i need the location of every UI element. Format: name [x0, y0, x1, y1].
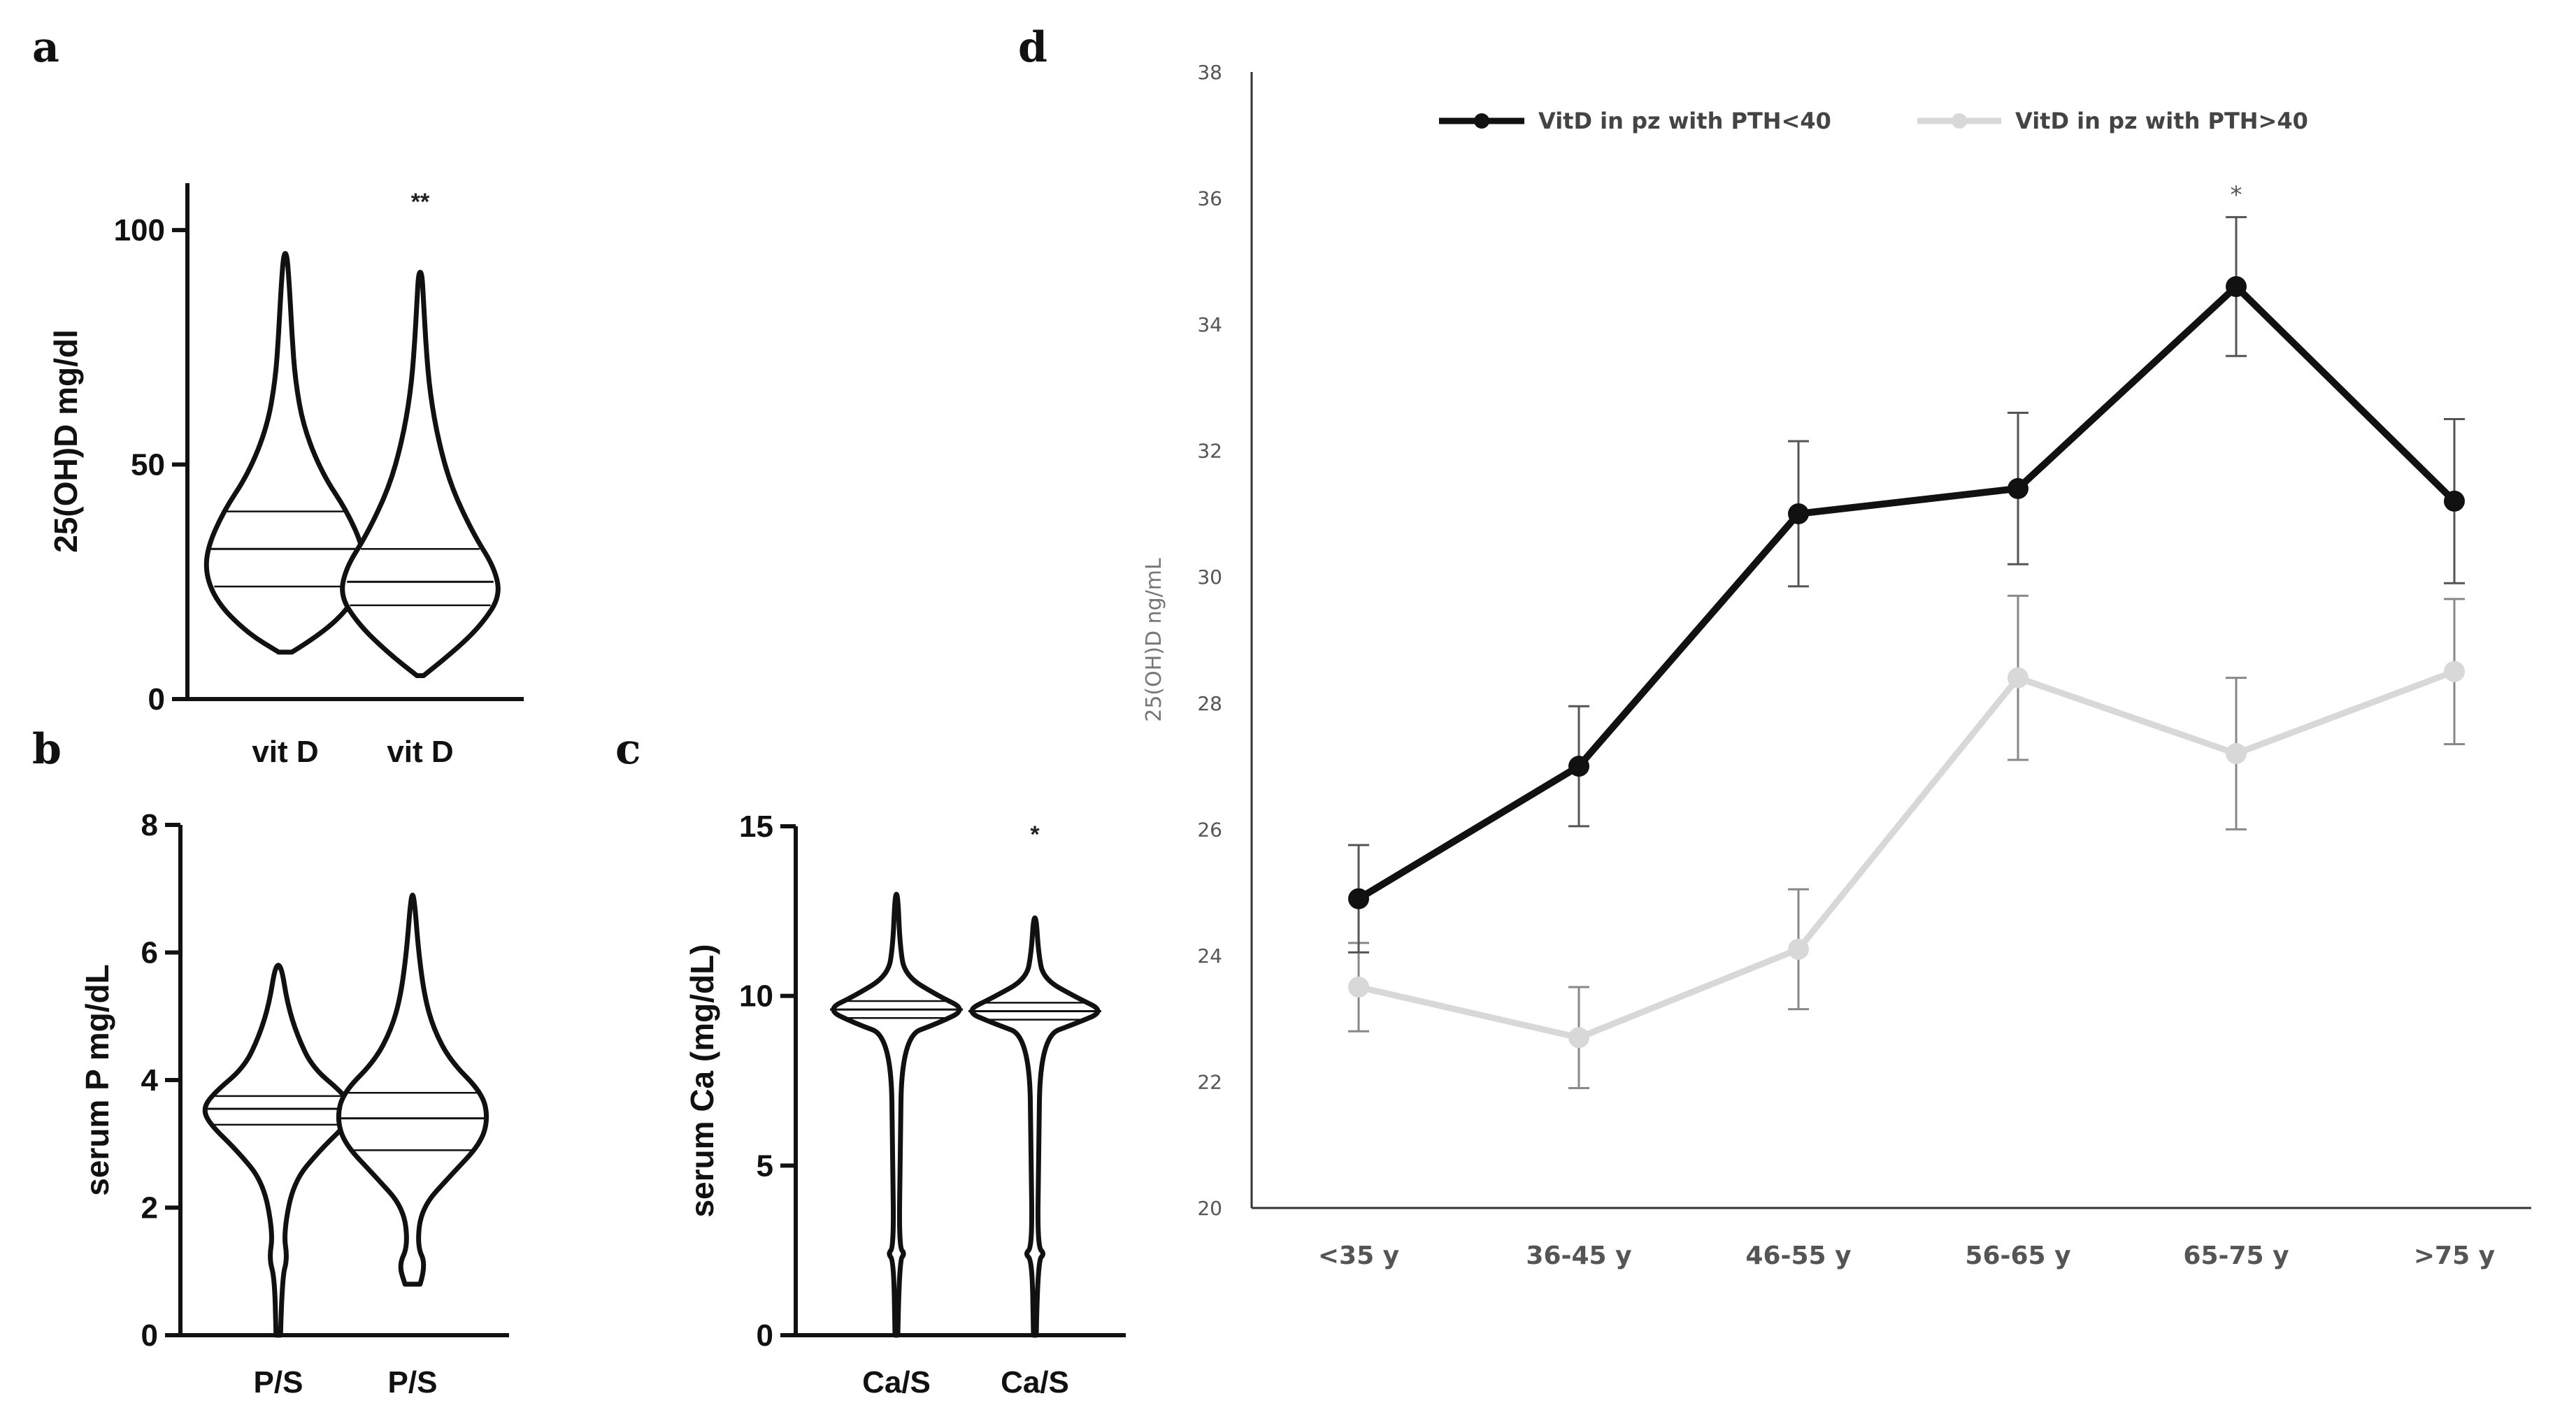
data-point-series-1 [2444, 490, 2465, 512]
panel-label-d: d [1018, 23, 1047, 72]
y-tick-label-d: 34 [1197, 313, 1222, 336]
y-tick-label-d: 32 [1197, 440, 1222, 463]
significance-marker-a: ** [411, 189, 430, 215]
y-tick-label-b: 8 [141, 808, 158, 842]
x-category-label-d: 46-55 y [1745, 1242, 1851, 1270]
significance-marker-d: * [2231, 181, 2242, 209]
legend-swatch-marker-2 [1952, 113, 1967, 129]
data-point-series-1 [1788, 503, 1809, 524]
x-category-label-d: 56-65 y [1965, 1242, 2070, 1270]
y-tick-label-b: 2 [141, 1191, 158, 1225]
legend-swatch-marker-1 [1474, 113, 1489, 129]
data-point-series-2 [1788, 938, 1809, 960]
y-tick-label-d: 20 [1197, 1197, 1222, 1220]
y-tick-label-d: 36 [1197, 187, 1222, 210]
panel-label-a: a [32, 23, 59, 72]
y-tick-label-c: 0 [757, 1318, 773, 1353]
series-line-1 [1357, 282, 2457, 902]
y-tick-label-d: 26 [1197, 818, 1222, 841]
panel-label-b: b [32, 725, 62, 774]
y-axis-title-d: 25(OH)D ng/mL [1142, 558, 1166, 722]
y-tick-label-d: 28 [1197, 692, 1222, 715]
data-point-series-2 [2008, 667, 2028, 689]
violin-a-2 [340, 270, 501, 678]
x-category-label-d: <35 y [1318, 1242, 1399, 1270]
x-category-label-a: vit D [387, 735, 453, 769]
violin-b-1 [202, 963, 355, 1338]
data-point-series-1 [1568, 756, 1589, 777]
panel-b-violin-plot: 0 2 4 6 8 serum P mg/dL P/S P/S [79, 808, 509, 1400]
y-tick-label-b: 0 [141, 1318, 158, 1353]
series-line-2 [1357, 668, 2456, 1041]
x-category-label-c: Ca/S [1001, 1365, 1069, 1400]
legend-label-1: VitD in pz with PTH<40 [1538, 108, 1831, 134]
violin-b-2 [336, 892, 489, 1287]
y-tick-label-c: 10 [739, 979, 773, 1014]
y-tick-label-d: 38 [1197, 61, 1222, 84]
panel-d-line-chart: 20 22 24 26 28 30 32 34 36 38 25(OH)D ng/mL <35 y 36… [1142, 61, 2531, 1270]
y-tick-label-c: 15 [739, 810, 773, 844]
x-category-label-d: >75 y [2414, 1242, 2495, 1270]
data-point-series-2 [1348, 977, 1369, 998]
y-tick-label-d: 24 [1197, 944, 1222, 968]
y-tick-label-c: 5 [757, 1149, 773, 1183]
data-point-series-1 [2226, 275, 2247, 297]
data-point-series-2 [2444, 661, 2465, 682]
violin-c-1 [831, 891, 962, 1338]
panel-label-c: c [615, 725, 641, 774]
violin-a-1 [203, 251, 367, 655]
y-tick-label-a: 0 [148, 682, 165, 717]
x-category-label-c: Ca/S [862, 1365, 931, 1400]
panel-c-violin-plot: 0 5 10 15 serum Ca (mg/dL) Ca/S Ca/S * [684, 810, 1126, 1400]
x-category-label-d: 65-75 y [2183, 1242, 2289, 1270]
y-tick-label-d: 30 [1197, 566, 1222, 589]
data-point-series-2 [1568, 1027, 1589, 1049]
x-category-label-d: 36-45 y [1526, 1242, 1631, 1270]
y-axis-title-c: serum Ca (mg/dL) [684, 944, 720, 1217]
y-tick-label-a: 50 [131, 448, 165, 482]
significance-marker-c: * [1030, 821, 1040, 848]
data-point-series-2 [2226, 743, 2247, 764]
violin-c-2 [969, 915, 1101, 1338]
x-category-label-b: P/S [254, 1365, 303, 1400]
x-category-label-a: vit D [252, 735, 318, 769]
y-tick-label-b: 4 [141, 1063, 159, 1098]
x-category-label-b: P/S [388, 1365, 438, 1400]
y-tick-label-b: 6 [141, 936, 158, 970]
data-point-series-1 [1348, 888, 1369, 909]
y-tick-label-d: 22 [1197, 1070, 1222, 1093]
legend-label-2: VitD in pz with PTH>40 [2015, 108, 2308, 134]
y-axis-title-a: 25(OH)D mg/dl [48, 329, 84, 552]
panel-a-violin-plot: 0 50 100 25(OH)D mg/dl vit D vit D ** [48, 183, 524, 769]
y-tick-label-a: 100 [114, 213, 165, 247]
y-axis-title-b: serum P mg/dL [79, 964, 115, 1195]
data-point-series-1 [2008, 477, 2028, 499]
